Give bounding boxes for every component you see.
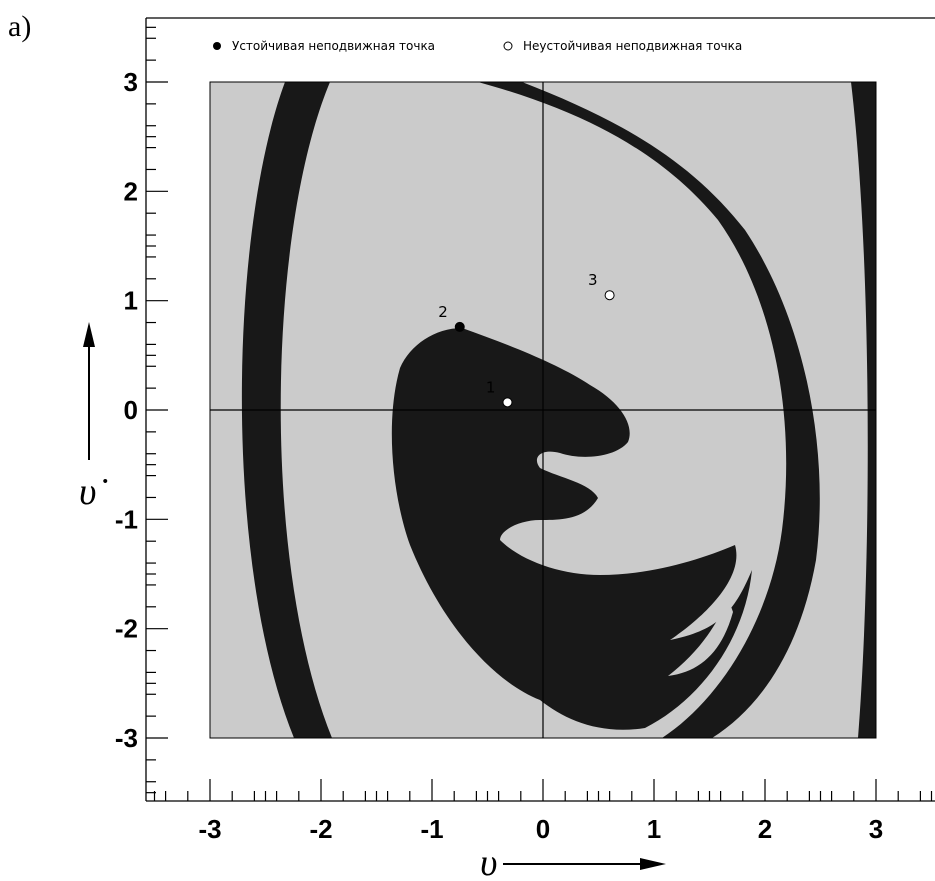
legend: Устойчивая неподвижная точка Неустойчива… (213, 39, 742, 53)
y-tick-label: 0 (124, 395, 138, 425)
y-tick-label: 1 (124, 286, 138, 316)
far-right-band (851, 82, 876, 738)
y-tick-label: -1 (115, 504, 138, 534)
x-tick-label: -1 (420, 814, 443, 844)
y-tick-label: 2 (124, 176, 138, 206)
x-tick-label: -3 (198, 814, 221, 844)
x-tick-labels: -3 -2 -1 0 1 2 3 (198, 814, 883, 844)
unstable-point-marker (604, 290, 615, 301)
legend-open-marker (503, 41, 513, 51)
x-tick-label: 2 (758, 814, 772, 844)
left-arc-band (241, 82, 332, 738)
y-axis-arrow-head (83, 322, 95, 347)
legend-filled-marker (213, 42, 221, 50)
y-tick-label: -3 (115, 723, 138, 753)
x-axis-label: υ (480, 842, 497, 881)
legend-label-stable: Устойчивая неподвижная точка (232, 39, 435, 53)
x-tick-label: 3 (869, 814, 883, 844)
y-axis-label: υ̇ (79, 471, 107, 513)
x-axis-label-group: υ (480, 842, 666, 881)
y-axis-label-group: υ̇ (79, 322, 107, 513)
point-label: 2 (438, 303, 448, 321)
unstable-point-marker (502, 397, 513, 408)
point-label: 1 (486, 378, 496, 396)
tick-marks (146, 26, 933, 801)
x-tick-label: 0 (536, 814, 550, 844)
point-label: 3 (588, 271, 598, 289)
x-axis-arrow-head (640, 858, 666, 870)
legend-label-unstable: Неустойчивая неподвижная точка (523, 39, 742, 53)
central-basin (391, 328, 752, 730)
panel-label: a) (8, 10, 31, 43)
fixed-points: 2 1 3 (438, 271, 615, 408)
y-tick-label: -2 (115, 614, 138, 644)
x-tick-label: -2 (309, 814, 332, 844)
x-tick-label: 1 (647, 814, 661, 844)
y-tick-label: 3 (124, 67, 138, 97)
inner-gap (668, 598, 733, 676)
stable-point-marker (454, 321, 465, 332)
y-tick-labels: -3 -2 -1 0 1 2 3 (115, 67, 138, 753)
